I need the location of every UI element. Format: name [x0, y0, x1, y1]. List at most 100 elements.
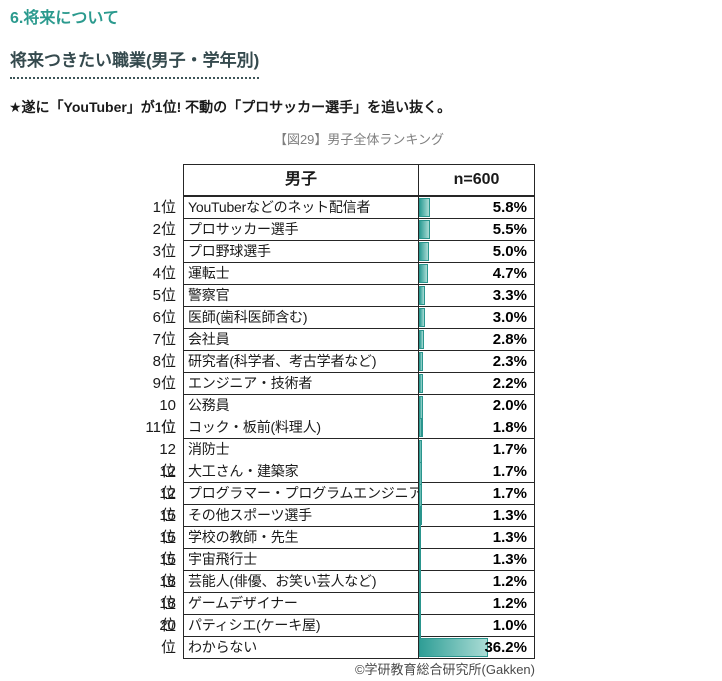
percent-value: 1.7% — [492, 485, 527, 502]
column-header-sample-size: n=600 — [419, 164, 535, 197]
occupation-label: プロサッカー選手 — [183, 219, 419, 241]
ranking-table: 男子 n=600 1位 YouTuberなどのネット配信者 5.8% 2位 プロ… — [145, 164, 722, 659]
percent-cell: 5.8% — [419, 197, 535, 219]
occupation-label: コック・板前(料理人) — [183, 417, 419, 439]
table-row: 1位 YouTuberなどのネット配信者 5.8% — [145, 197, 722, 219]
rank-label: 12位 — [159, 485, 176, 524]
percent-value: 1.7% — [492, 463, 527, 480]
rank-header-spacer — [145, 164, 183, 197]
occupation-label: YouTuberなどのネット配信者 — [183, 197, 419, 219]
occupation-label: 会社員 — [183, 329, 419, 351]
page-subtitle: 将来つきたい職業(男子・学年別) — [10, 50, 260, 79]
occupation-label: 研究者(科学者、考古学者など) — [183, 351, 419, 373]
table-row: 12位 大工さん・建築家 1.7% — [145, 461, 722, 505]
percent-cell: 4.7% — [419, 263, 535, 285]
percent-value: 3.0% — [492, 309, 527, 326]
table-row: 8位 研究者(科学者、考古学者など) 2.3% — [145, 351, 722, 373]
table-row: 3位 プロ野球選手 5.0% — [145, 241, 722, 263]
percent-value: 1.0% — [492, 617, 527, 634]
rank-label: 15位 — [159, 507, 176, 546]
data-bar — [419, 374, 424, 393]
table-row: 4位 運転士 4.7% — [145, 263, 722, 285]
figure-caption: 【図29】男子全体ランキング — [273, 132, 445, 147]
percent-value: 2.3% — [492, 353, 527, 370]
table-row: 6位 医師(歯科医師含む) 3.0% — [145, 307, 722, 329]
percent-cell: 2.8% — [419, 329, 535, 351]
rank-label: 11位 — [145, 419, 176, 436]
data-bar — [419, 330, 425, 349]
survey-results-page: 6.将来について 将来つきたい職業(男子・学年別) ★遂に「YouTuber」が… — [0, 8, 722, 681]
data-bar — [419, 198, 431, 217]
occupation-label: わからない — [183, 637, 419, 659]
highlight-text: ★遂に「YouTuber」が1位! 不動の「プロサッカー選手」を追い抜く。 — [9, 99, 452, 115]
percent-cell: 3.0% — [419, 307, 535, 329]
table-row: 9位 エンジニア・技術者 2.2% — [145, 373, 722, 395]
percent-value: 5.5% — [492, 221, 527, 238]
table-body: 1位 YouTuberなどのネット配信者 5.8% 2位 プロサッカー選手 5.… — [145, 197, 722, 659]
rank-label: 3位 — [152, 243, 176, 260]
rank-label: 15位 — [159, 551, 176, 590]
percent-value: 1.2% — [492, 595, 527, 612]
rank-label: 9位 — [152, 375, 176, 392]
occupation-label: 医師(歯科医師含む) — [183, 307, 419, 329]
data-bar — [419, 638, 489, 657]
data-bar — [419, 264, 428, 283]
table-row: 18位 芸能人(俳優、お笑い芸人など) 1.2% — [145, 571, 722, 615]
percent-cell: 1.8% — [419, 417, 535, 439]
rank-label: 6位 — [152, 309, 176, 326]
table-row: 12位 消防士 1.7% — [145, 439, 722, 483]
table-row: 10位 公務員 2.0% — [145, 395, 722, 439]
rank-label: 20位 — [159, 617, 176, 656]
table-row: 15位 宇宙飛行士 1.3% — [145, 549, 722, 593]
data-bar — [419, 352, 424, 371]
rank-label: 12位 — [159, 463, 176, 502]
rank-label: 10位 — [159, 397, 176, 436]
percent-value: 1.8% — [492, 419, 527, 436]
data-bar — [419, 418, 423, 437]
table-row: わからない 36.2% — [145, 637, 722, 659]
percent-value: 5.0% — [492, 243, 527, 260]
percent-value: 36.2% — [484, 639, 527, 656]
subtitle-wrap: 将来つきたい職業(男子・学年別) — [10, 50, 722, 79]
table-row: 15位 学校の教師・先生 1.3% — [145, 527, 722, 571]
rank-label: 2位 — [152, 221, 176, 238]
occupation-label: プロ野球選手 — [183, 241, 419, 263]
percent-cell: 5.0% — [419, 241, 535, 263]
section-title: 6.将来について — [10, 10, 119, 27]
table-row: 15位 その他スポーツ選手 1.3% — [145, 505, 722, 549]
percent-cell: 5.5% — [419, 219, 535, 241]
percent-cell: 2.3% — [419, 351, 535, 373]
percent-cell: 3.3% — [419, 285, 535, 307]
rank-label: 18位 — [159, 573, 176, 612]
occupation-label: エンジニア・技術者 — [183, 373, 419, 395]
rank-label: 7位 — [152, 331, 176, 348]
rank-label: 1位 — [152, 199, 176, 216]
rank-label: 18位 — [159, 595, 176, 634]
table-row: 5位 警察官 3.3% — [145, 285, 722, 307]
occupation-label: 警察官 — [183, 285, 419, 307]
rank-label: 15位 — [159, 529, 176, 568]
data-bar — [419, 220, 430, 239]
data-bar — [419, 286, 426, 305]
percent-value: 2.0% — [492, 397, 527, 414]
column-header-gender: 男子 — [183, 164, 419, 197]
table-row: 7位 会社員 2.8% — [145, 329, 722, 351]
rank-label — [145, 637, 183, 659]
percent-value: 1.7% — [492, 441, 527, 458]
percent-cell: 2.2% — [419, 373, 535, 395]
data-bar — [419, 242, 429, 261]
percent-value: 1.3% — [492, 507, 527, 524]
percent-value: 3.3% — [492, 287, 527, 304]
percent-value: 1.3% — [492, 529, 527, 546]
rank-label: 12位 — [159, 441, 176, 480]
table-row: 18位 ゲームデザイナー 1.2% — [145, 593, 722, 637]
rank-label: 4位 — [152, 265, 176, 282]
table-row: 2位 プロサッカー選手 5.5% — [145, 219, 722, 241]
table-row: 20位 パティシエ(ケーキ屋) 1.0% — [145, 615, 722, 659]
data-bar — [419, 308, 425, 327]
occupation-label: 運転士 — [183, 263, 419, 285]
percent-value: 1.2% — [492, 573, 527, 590]
percent-value: 1.3% — [492, 551, 527, 568]
rank-label: 8位 — [152, 353, 176, 370]
percent-value: 5.8% — [492, 199, 527, 216]
